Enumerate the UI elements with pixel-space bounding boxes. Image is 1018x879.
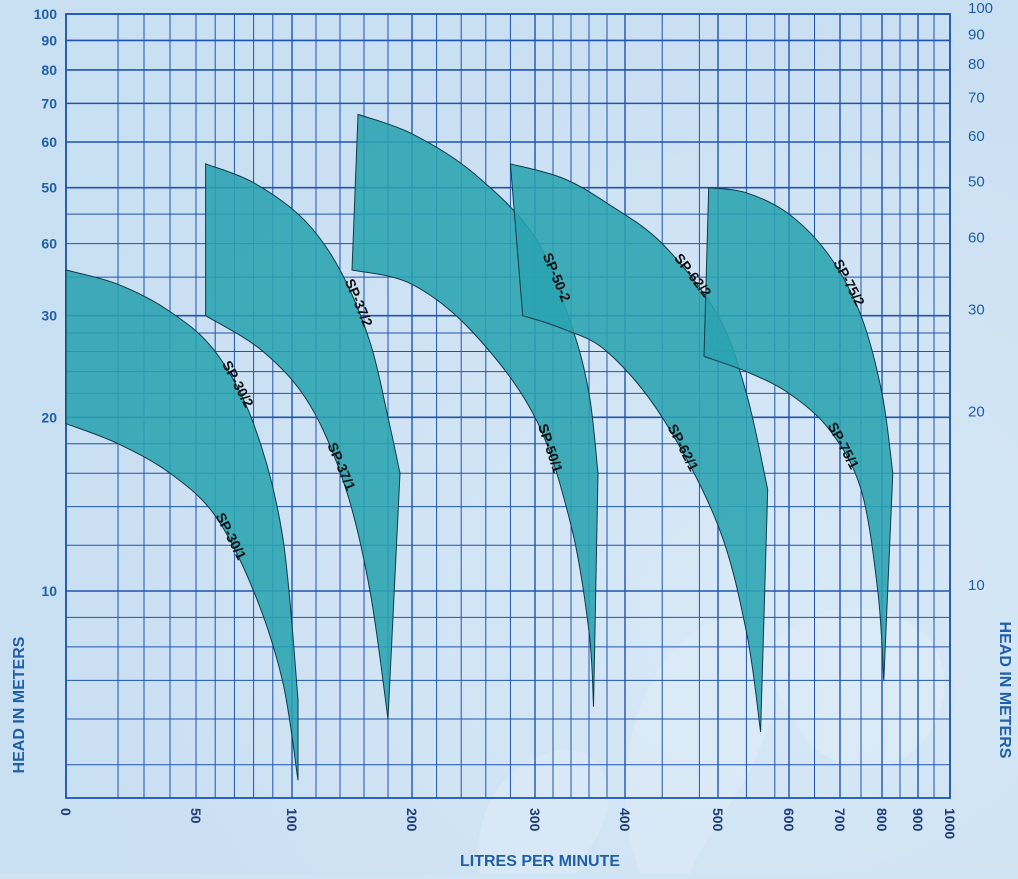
y-tick-label-right: 90 bbox=[968, 26, 985, 43]
x-axis-title: LITRES PER MINUTE bbox=[460, 853, 620, 870]
pump-band-1 bbox=[65, 269, 299, 781]
pump-band-2 bbox=[205, 163, 401, 720]
y-tick-label-left: 70 bbox=[41, 95, 57, 111]
y-tick-label-left: 30 bbox=[41, 308, 57, 324]
x-tick-label: 800 bbox=[874, 808, 890, 832]
x-tick-label: 700 bbox=[832, 808, 848, 832]
y-axis-title-left: HEAD IN METERS bbox=[11, 636, 28, 773]
y-tick-label-left: 50 bbox=[41, 180, 57, 196]
x-tick-label: 50 bbox=[188, 808, 204, 824]
y-tick-label-right: 60 bbox=[968, 128, 985, 145]
x-ticks: 0 50 100 200 300 400 500 600 700 800 900 1000 bbox=[58, 808, 958, 839]
y-tick-label-right: 20 bbox=[968, 403, 985, 420]
y-tick-label-left: 90 bbox=[41, 32, 57, 48]
y-tick-label-right: 30 bbox=[968, 302, 985, 319]
y-tick-label-right: 70 bbox=[968, 89, 985, 106]
y-tick-label-right: 60 bbox=[968, 230, 985, 247]
x-tick-label: 400 bbox=[617, 808, 633, 832]
x-tick-label: 500 bbox=[710, 808, 726, 832]
x-tick-label: 900 bbox=[910, 808, 926, 832]
pump-band-5 bbox=[703, 187, 894, 681]
y-tick-label-left: 10 bbox=[41, 583, 57, 599]
x-tick-label: 100 bbox=[284, 808, 300, 832]
pump-curve-bands bbox=[65, 113, 894, 781]
x-tick-label: 600 bbox=[781, 808, 797, 832]
y-tick-label-left: 80 bbox=[41, 62, 57, 78]
y-tick-label-left: 60 bbox=[41, 236, 57, 252]
y-tick-label-right: 10 bbox=[968, 577, 985, 594]
y-axis-title-right: HEAD IN METERS bbox=[996, 622, 1013, 759]
y-tick-label-left: 60 bbox=[41, 134, 57, 150]
x-tick-label: 200 bbox=[404, 808, 420, 832]
y-tick-label-right: 80 bbox=[968, 56, 985, 73]
y-tick-label-left: 20 bbox=[41, 409, 57, 425]
watermark bbox=[478, 607, 945, 874]
x-tick-label: 0 bbox=[58, 808, 74, 816]
x-tick-label: 1000 bbox=[942, 808, 958, 839]
y-tick-label-left: 100 bbox=[34, 6, 58, 22]
y-ticks-left: 100 90 80 70 60 50 60 30 20 10 bbox=[34, 6, 58, 599]
y-tick-label-right: 50 bbox=[968, 174, 985, 191]
y-tick-label-right: 100 bbox=[968, 0, 993, 17]
x-tick-label: 300 bbox=[527, 808, 543, 832]
pump-band-4 bbox=[509, 163, 769, 732]
y-ticks-right: 100 90 80 70 60 50 60 30 20 10 bbox=[968, 0, 993, 594]
